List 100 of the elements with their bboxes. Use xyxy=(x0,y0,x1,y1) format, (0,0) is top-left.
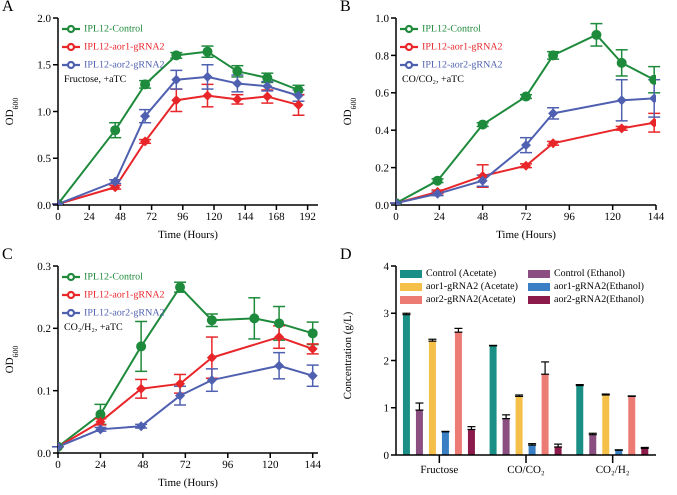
point xyxy=(521,140,531,150)
x-tick-label: 72 xyxy=(520,210,532,223)
x-axis-title: Time (Hours) xyxy=(157,229,219,241)
y-tick-label: 0.4 xyxy=(375,125,390,138)
point xyxy=(206,352,217,362)
legend-label: Control (Ethanol) xyxy=(554,268,625,280)
y-tick-label: 0.1 xyxy=(37,385,51,398)
y-tick-label: 0.3 xyxy=(37,260,52,272)
point xyxy=(274,318,284,328)
point xyxy=(171,95,182,106)
point xyxy=(206,374,217,385)
y-tick-label: 1 xyxy=(384,402,389,414)
bar xyxy=(428,340,436,454)
legend-label: aor2-gRNA2(Ethanol) xyxy=(554,294,644,306)
point xyxy=(521,92,531,102)
y-tick-label: 2.0 xyxy=(37,12,52,25)
y-tick-label: 2 xyxy=(384,354,389,367)
point xyxy=(140,111,150,122)
legend-label: IPL12-aor1-gRNA2 xyxy=(84,41,165,52)
bar xyxy=(628,396,636,454)
chart-title: C xyxy=(2,246,13,264)
x-tick-label: 144 xyxy=(236,210,254,223)
point xyxy=(140,79,150,90)
x-tick-label: 0 xyxy=(55,210,62,223)
chart-title: B xyxy=(340,0,351,16)
bar xyxy=(589,434,596,454)
legend-label: IPL12-aor1-gRNA2 xyxy=(84,288,165,300)
y-tick-label: 3 xyxy=(384,308,390,320)
point xyxy=(249,312,260,323)
chart-title: A xyxy=(2,0,14,16)
y-axis-title: Concentration (g/L) xyxy=(342,310,354,399)
x-tick-label: 24 xyxy=(94,458,106,470)
bar xyxy=(502,418,510,454)
legend-label: IPL12-aor2-gRNA2 xyxy=(422,59,503,70)
x-tick-label: 96 xyxy=(222,458,234,470)
point xyxy=(521,160,531,171)
point xyxy=(591,30,602,40)
point xyxy=(171,74,182,85)
legend-label: IPL12-Control xyxy=(84,23,143,34)
bar xyxy=(402,314,410,454)
point xyxy=(95,408,106,419)
point xyxy=(136,383,146,394)
bar xyxy=(454,332,462,454)
y-tick-label: 1.0 xyxy=(375,12,390,25)
legend-label: IPL12-aor1-gRNA2 xyxy=(422,41,503,52)
bar xyxy=(416,410,423,454)
point xyxy=(262,92,272,102)
bar xyxy=(576,385,584,454)
legend-label: IPL12-Control xyxy=(422,23,481,34)
y-tick-label: 0.8 xyxy=(375,50,390,62)
bar xyxy=(468,428,475,454)
point xyxy=(478,120,488,130)
x-tick-label: 72 xyxy=(180,458,191,470)
x-tick-label: 120 xyxy=(604,210,622,223)
x-tick-label: 96 xyxy=(177,210,189,223)
annotation: CO₂/H₂, +aTC xyxy=(64,322,124,332)
chart-title: D xyxy=(340,246,352,264)
y-tick-label: 0.0 xyxy=(375,200,390,212)
x-tick-label: 24 xyxy=(84,210,96,223)
point xyxy=(616,95,627,106)
y-tick-label: 4 xyxy=(384,260,390,272)
point xyxy=(616,123,627,134)
point xyxy=(202,90,212,101)
bar xyxy=(490,345,497,454)
y-tick-label: 0.0 xyxy=(37,200,52,212)
x-tick-label: 72 xyxy=(146,210,158,223)
y-tick-label: 0.6 xyxy=(375,88,390,100)
point xyxy=(432,176,443,186)
x-tick-label: 24 xyxy=(434,210,446,223)
point xyxy=(294,100,304,110)
point xyxy=(308,328,318,338)
x-tick-label: 0 xyxy=(55,458,62,470)
x-axis-title: Time (Hours) xyxy=(495,229,557,241)
point xyxy=(140,136,150,146)
x-tick-label: 96 xyxy=(564,210,576,223)
point xyxy=(274,360,284,370)
x-tick-label: 120 xyxy=(206,210,223,223)
point xyxy=(548,138,558,148)
x-tick-label: 168 xyxy=(268,210,286,223)
legend-label: Control (Acetate) xyxy=(426,268,496,280)
y-tick-label: 1.0 xyxy=(37,106,52,118)
point xyxy=(175,378,186,388)
bar xyxy=(516,396,523,454)
y-tick-label: 0.5 xyxy=(37,153,52,166)
x-tick-label: 144 xyxy=(648,210,665,223)
legend-label: aor1-gRNA2 (Acetate) xyxy=(426,280,518,292)
x-tick-label: 120 xyxy=(262,458,279,470)
y-tick-label: 0.2 xyxy=(375,162,389,175)
x-axis-title: Time (Hours) xyxy=(157,476,219,488)
point xyxy=(232,78,242,88)
point xyxy=(136,420,146,431)
y-tick-label: 1.5 xyxy=(37,60,52,72)
point xyxy=(110,125,120,136)
x-tick-label: 0 xyxy=(393,210,400,223)
legend-label: aor2-gRNA2(Acetate) xyxy=(426,294,516,306)
bar xyxy=(602,394,610,454)
y-tick-label: 0 xyxy=(384,449,390,462)
x-tick-label: Fructose xyxy=(420,463,458,476)
legend-label: aor1-gRNA2(Ethanol) xyxy=(554,280,644,292)
annotation: CO/CO₂, +aTC xyxy=(402,74,464,85)
